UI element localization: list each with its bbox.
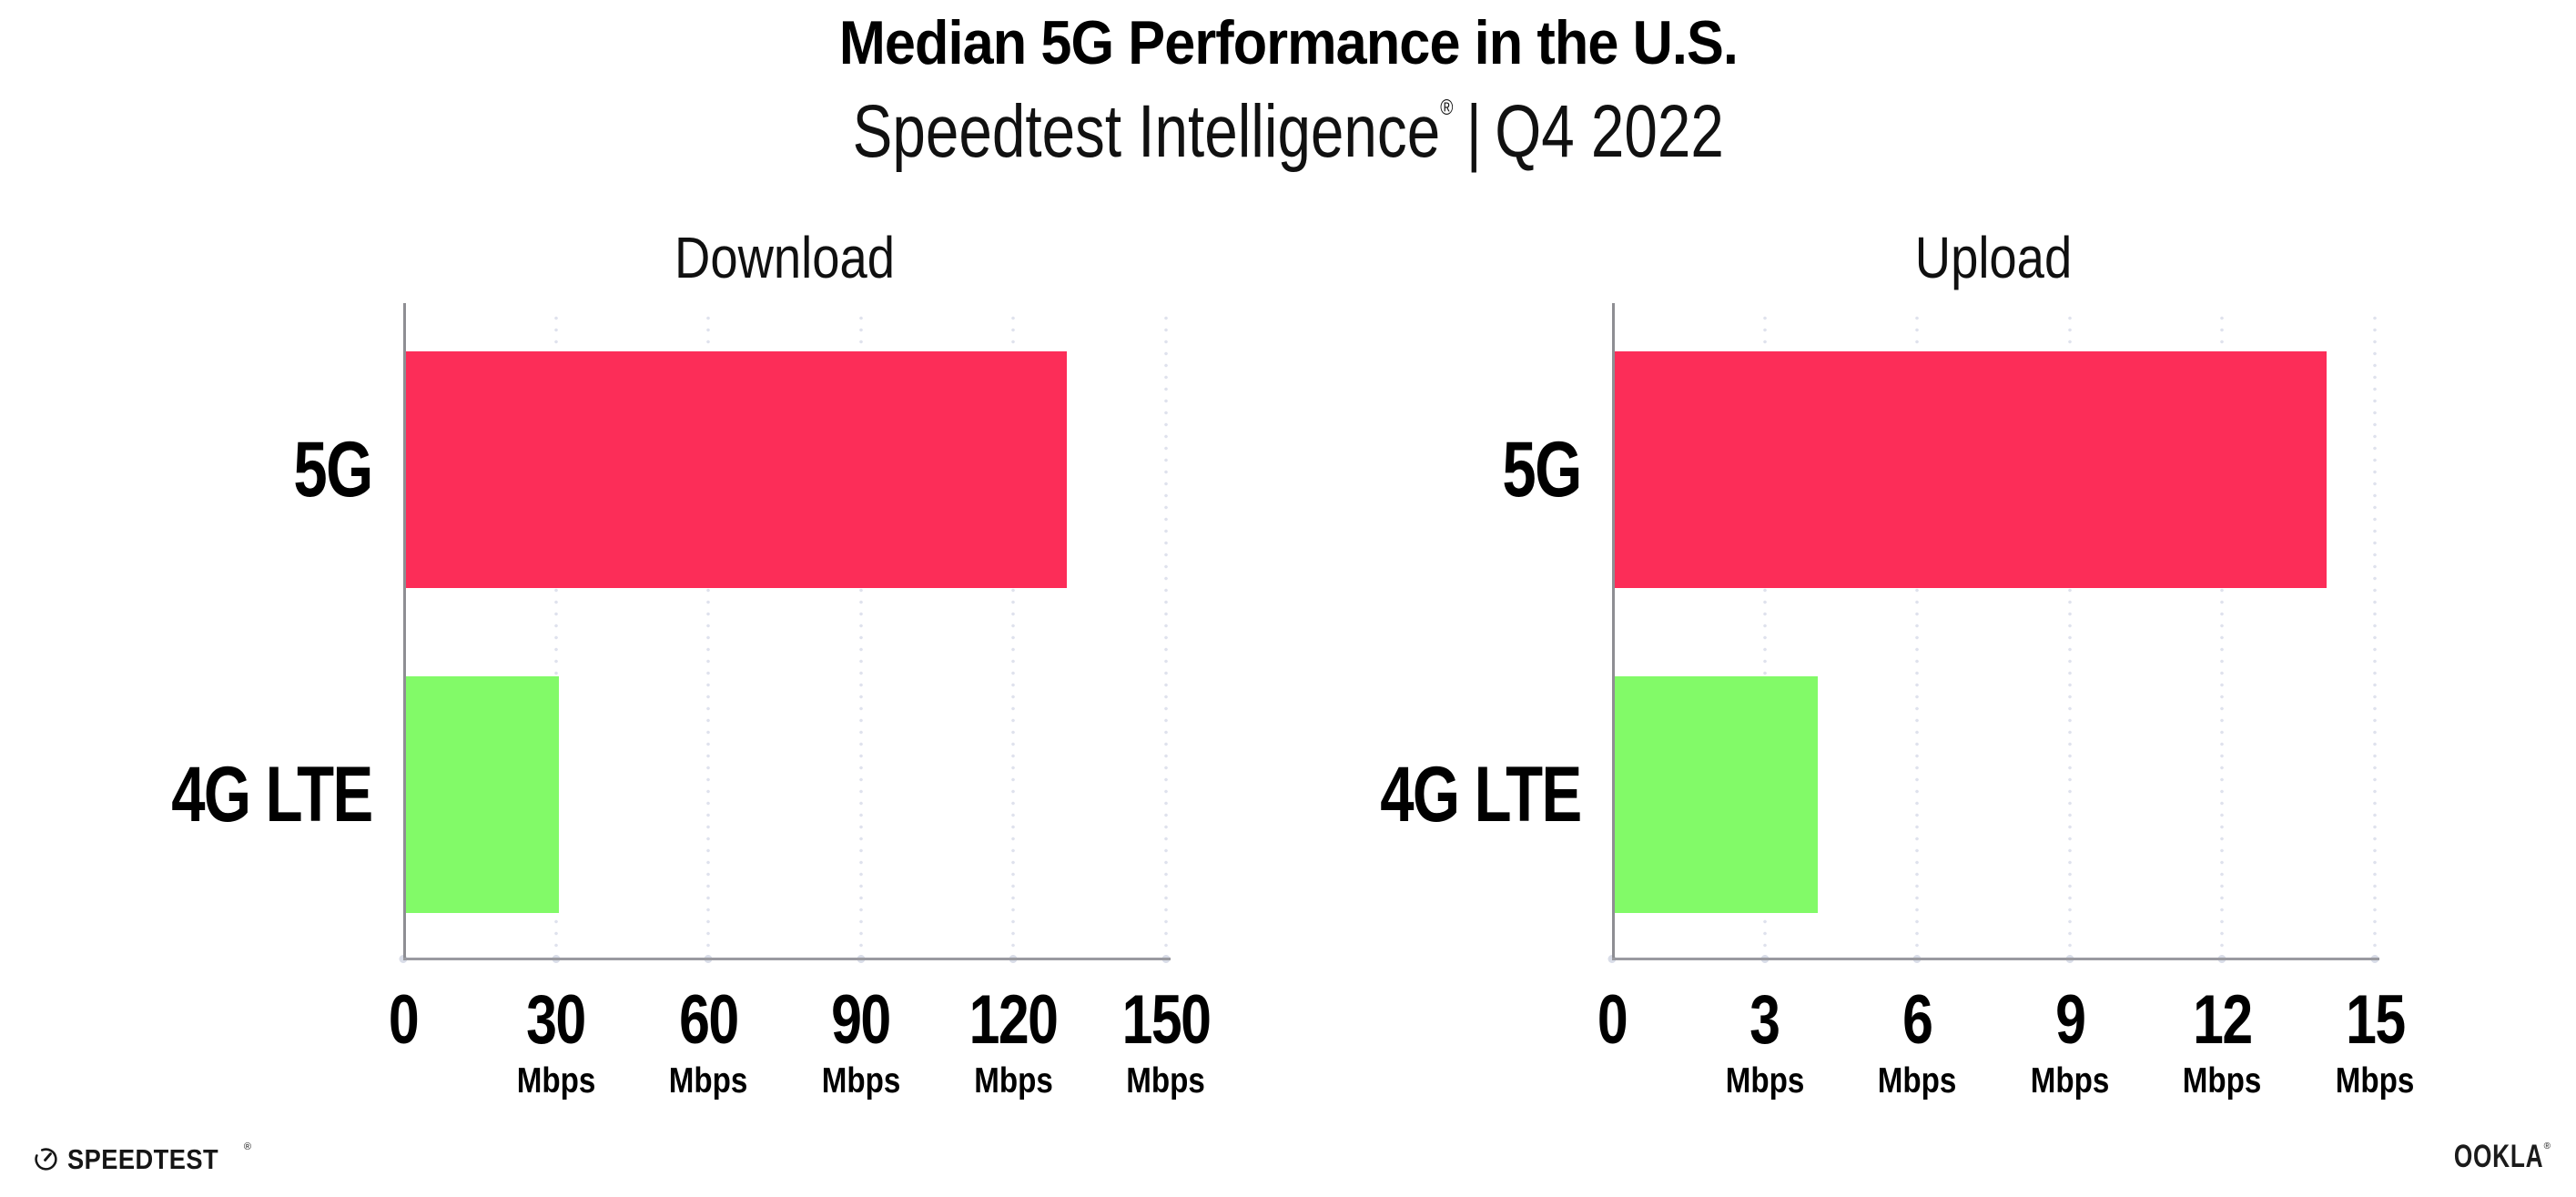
tick-label-0: 0 xyxy=(1594,986,1630,1055)
category-label-5g: 5G xyxy=(1502,426,1583,513)
category-label-4g-lte: 4G LTE xyxy=(171,751,374,838)
tick-label-0: 0 xyxy=(385,986,421,1055)
ookla-logo-text: OOKLA xyxy=(2454,1138,2544,1174)
tick-value: 3 xyxy=(1749,981,1780,1059)
tick-value: 60 xyxy=(678,981,739,1059)
gridline-60 xyxy=(705,312,711,959)
tick-value: 0 xyxy=(388,981,420,1059)
tick-unit: Mbps xyxy=(2335,1061,2415,1101)
speedtest-registered-mark: ® xyxy=(243,1141,251,1152)
tick-unit: Mbps xyxy=(2183,1061,2262,1101)
bar-4g-lte xyxy=(406,676,559,913)
tick-unit: Mbps xyxy=(516,1061,595,1101)
tick-label-120: 120 Mbps xyxy=(958,981,1069,1101)
upload-chart: Upload 0 3 Mbps 6 Mbps 9 Mbps 12 Mbps 15 Mbps 5G 4G … xyxy=(1381,228,2415,1099)
tick-value: 12 xyxy=(2193,981,2253,1059)
tick-value: 150 xyxy=(1121,981,1212,1059)
tick-label-15: 15 Mbps xyxy=(2328,981,2421,1101)
tick-unit: Mbps xyxy=(668,1061,748,1101)
tick-label-3: 3 Mbps xyxy=(1719,981,1811,1101)
speedtest-gauge-icon xyxy=(35,1147,57,1171)
download-chart: Download 0 30 Mbps 60 Mbps 90 Mbps 120 Mbps 150 Mb… xyxy=(172,228,1212,1099)
subtitle-period: Q4 2022 xyxy=(1494,90,1724,173)
y-axis xyxy=(1612,303,1615,959)
gridline-3 xyxy=(1762,312,1768,959)
x-axis xyxy=(403,958,1171,960)
chart-title-download: Download xyxy=(674,225,895,290)
tick-unit: Mbps xyxy=(821,1061,901,1101)
tick-label-90: 90 Mbps xyxy=(815,981,908,1101)
bar-5g xyxy=(406,351,1067,588)
tick-unit: Mbps xyxy=(1877,1061,1957,1101)
tick-unit: Mbps xyxy=(2030,1061,2110,1101)
subtitle-brand: Speedtest Intelligence xyxy=(852,90,1440,173)
tick-label-9: 9 Mbps xyxy=(2023,981,2116,1101)
bar-5g xyxy=(1615,351,2327,588)
gridline-12 xyxy=(2219,312,2225,959)
speedtest-logo-text: SPEEDTEST xyxy=(67,1142,219,1175)
page-title: Median 5G Performance in the U.S. xyxy=(838,8,1738,77)
gridline-6 xyxy=(1914,312,1920,959)
tick-value: 6 xyxy=(1902,981,1933,1059)
tick-label-150: 150 Mbps xyxy=(1111,981,1222,1101)
gridline-120 xyxy=(1010,312,1016,959)
tick-unit: Mbps xyxy=(1126,1061,1206,1101)
gridline-9 xyxy=(2067,312,2073,959)
speedtest-logo: SPEEDTEST ® xyxy=(33,1140,251,1178)
bar-4g-lte xyxy=(1615,676,1818,913)
tick-unit: Mbps xyxy=(974,1061,1053,1101)
y-axis xyxy=(403,303,406,959)
subtitle-divider: | xyxy=(1465,90,1482,173)
tick-value: 0 xyxy=(1597,981,1628,1059)
tick-value: 90 xyxy=(831,981,892,1059)
subtitle: Speedtest Intelligence® | Q4 2022 xyxy=(0,95,2576,169)
tick-label-30: 30 Mbps xyxy=(510,981,603,1101)
gridline-90 xyxy=(858,312,864,959)
category-label-4g-lte: 4G LTE xyxy=(1380,751,1583,838)
x-axis xyxy=(1612,958,2379,960)
tick-value: 9 xyxy=(2054,981,2086,1059)
tick-value: 15 xyxy=(2345,981,2406,1059)
chart-title-upload: Upload xyxy=(1914,225,2073,290)
tick-label-12: 12 Mbps xyxy=(2175,981,2268,1101)
ookla-registered-mark: ® xyxy=(2543,1141,2551,1151)
tick-unit: Mbps xyxy=(1725,1061,1804,1101)
tick-value: 30 xyxy=(526,981,586,1059)
category-label-5g: 5G xyxy=(293,426,374,513)
tick-label-60: 60 Mbps xyxy=(662,981,755,1101)
gridline-150 xyxy=(1163,312,1169,959)
gridline-30 xyxy=(553,312,559,959)
gridline-15 xyxy=(2372,312,2378,959)
tick-label-6: 6 Mbps xyxy=(1871,981,1963,1101)
ookla-logo: OOKLA ® xyxy=(2424,1140,2551,1172)
tick-value: 120 xyxy=(969,981,1059,1059)
registered-mark: ® xyxy=(1439,96,1454,120)
